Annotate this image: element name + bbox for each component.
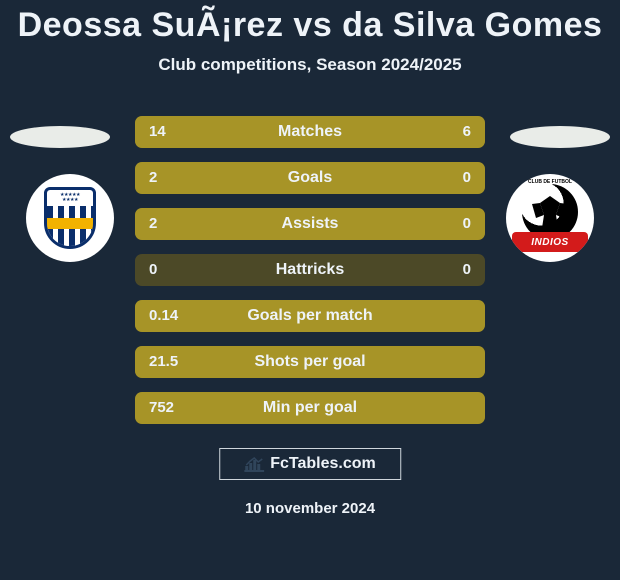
pachuca-sash <box>45 218 96 229</box>
stat-row: 20Goals <box>135 162 485 194</box>
branding-box: FcTables.com <box>219 448 401 480</box>
stats-bars: 146Matches 20Goals 20Assists 00Hattricks 0.1… <box>135 116 485 438</box>
stat-label: Goals <box>135 162 485 194</box>
indios-logo: CLUB DE FUTBOL INDIOS <box>506 174 594 262</box>
stat-label: Matches <box>135 116 485 148</box>
branding-text: FcTables.com <box>270 455 376 473</box>
stat-label: Min per goal <box>135 392 485 424</box>
stat-row: 0.14Goals per match <box>135 300 485 332</box>
stat-label: Goals per match <box>135 300 485 332</box>
comparison-infographic: Deossa SuÃ¡rez vs da Silva Gomes Club co… <box>0 0 620 580</box>
page-subtitle: Club competitions, Season 2024/2025 <box>0 55 620 75</box>
pachuca-stars: ★★★★★ ★★★★ <box>47 193 93 203</box>
right-ellipse <box>510 126 610 148</box>
club-badge-right: CLUB DE FUTBOL INDIOS <box>500 168 600 268</box>
pachuca-logo: ★★★★★ ★★★★ <box>26 174 114 262</box>
left-ellipse <box>10 126 110 148</box>
stat-label: Hattricks <box>135 254 485 286</box>
stat-row: 21.5Shots per goal <box>135 346 485 378</box>
infographic-date: 10 november 2024 <box>0 500 620 517</box>
content-area: ★★★★★ ★★★★ CLUB DE FUTBOL <box>0 104 620 454</box>
indios-banner: INDIOS <box>512 232 588 252</box>
branding-chart-icon <box>244 456 264 472</box>
club-badge-left: ★★★★★ ★★★★ <box>20 168 120 268</box>
stat-label: Shots per goal <box>135 346 485 378</box>
stat-row: 752Min per goal <box>135 392 485 424</box>
stat-row: 00Hattricks <box>135 254 485 286</box>
stat-row: 20Assists <box>135 208 485 240</box>
stat-row: 146Matches <box>135 116 485 148</box>
page-title: Deossa SuÃ¡rez vs da Silva Gomes <box>0 0 620 45</box>
stat-label: Assists <box>135 208 485 240</box>
